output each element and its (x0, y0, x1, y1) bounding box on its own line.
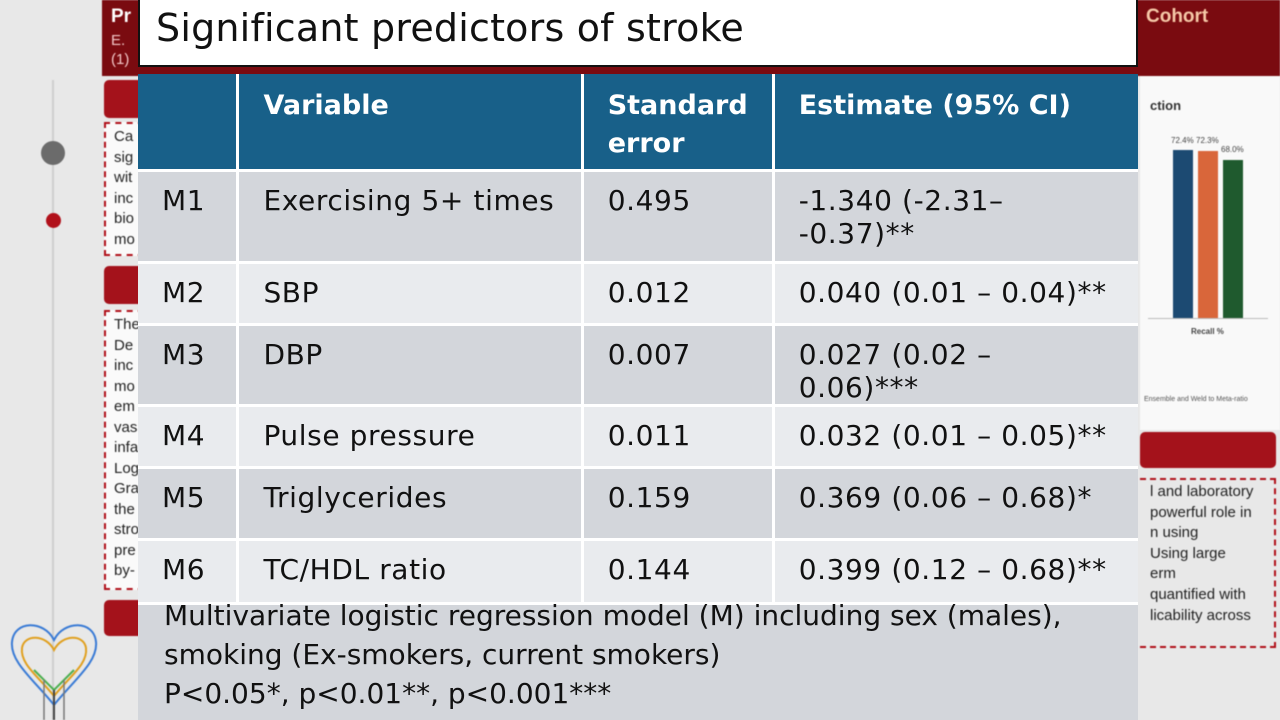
poster-text-line: powerful role in (1150, 503, 1252, 521)
slide-title: Significant predictors of stroke (156, 6, 744, 50)
poster-text-line: sig (114, 148, 134, 166)
table-row: M3 DBP 0.007 0.027 (0.02 – 0.06)*** (138, 322, 1138, 407)
cell-estimate: -1.340 (-2.31– -0.37)** (771, 168, 1138, 264)
slide-title-box: Significant predictors of stroke (138, 0, 1138, 67)
poster-author-fragment: E. (1) (111, 31, 129, 69)
poster-chart-caption: Ensemble and Weld to Meta-ratio (1144, 396, 1248, 403)
poster-text-line: l and laboratory (1150, 483, 1254, 500)
poster-text-line: stro (114, 521, 140, 538)
cell-variable: TC/HDL ratio (236, 537, 584, 605)
poster-text-line: vas (114, 418, 138, 436)
cell-estimate: 0.369 (0.06 – 0.68)* (771, 465, 1138, 541)
table-row: M6 TC/HDL ratio 0.144 0.399 (0.12 – 0.68… (138, 537, 1138, 605)
poster-text-line: by- (114, 562, 135, 579)
poster-section-tab (1140, 432, 1276, 468)
poster-text-line: quantified with (1150, 585, 1246, 603)
table-header-row: Variable Standard error Estimate (95% CI… (138, 74, 1138, 172)
cell-variable: DBP (236, 322, 584, 407)
poster-text-line: infa (114, 439, 139, 456)
cell-se: 0.007 (580, 322, 775, 407)
table-row: M5 Triglycerides 0.159 0.369 (0.06 – 0.6… (138, 465, 1138, 541)
poster-bar-label: 72.3% (1196, 136, 1219, 145)
header-standard-error: Standard error (580, 74, 775, 172)
predictors-table: Variable Standard error Estimate (95% CI… (138, 74, 1138, 605)
footnote-significance-legend: P<0.05*, p<0.01**, p<0.001*** (164, 677, 612, 710)
poster-left-text-1: Ca sig wit inc bio mo (104, 122, 144, 256)
table-footnote: Multivariate logistic regression model (… (164, 596, 1124, 713)
timeline-dot-active (46, 213, 61, 228)
poster-title-fragment: Pr (111, 6, 132, 27)
poster-right-section-title: ction (1150, 98, 1182, 113)
poster-section-tab (104, 80, 144, 118)
cell-se: 0.012 (580, 260, 775, 326)
poster-section-tab (104, 600, 144, 636)
poster-bar-label: 72.4% (1171, 136, 1194, 145)
poster-author-line-2: (1) (111, 51, 130, 68)
cell-variable: Triglycerides (236, 465, 584, 541)
results-table-panel: Variable Standard error Estimate (95% CI… (138, 74, 1138, 720)
timeline-line (52, 80, 54, 720)
poster-text-line: Using large (1150, 544, 1226, 562)
cell-model: M1 (138, 168, 240, 264)
timeline-dot (41, 141, 65, 165)
poster-bar-label: 68.0% (1221, 145, 1244, 154)
poster-text-line: wit (114, 169, 133, 186)
table-row: M2 SBP 0.012 0.040 (0.01 – 0.04)** (138, 260, 1138, 326)
cell-estimate: 0.032 (0.01 – 0.05)** (771, 403, 1138, 469)
poster-text-line: licability across (1150, 606, 1251, 624)
header-model (138, 74, 240, 172)
header-variable: Variable (236, 74, 584, 172)
poster-text-line: erm (1150, 565, 1176, 583)
poster-text-line: Log (114, 459, 140, 477)
poster-text-line: mo (114, 377, 135, 395)
cell-se: 0.159 (580, 465, 775, 541)
cell-model: M4 (138, 403, 240, 469)
cell-se: 0.144 (580, 537, 775, 605)
poster-text-line: the (114, 500, 135, 518)
header-estimate: Estimate (95% CI) (771, 74, 1138, 172)
cell-estimate: 0.040 (0.01 – 0.04)** (771, 260, 1138, 326)
poster-title-right-fragment: Cohort (1146, 6, 1209, 27)
cell-variable: SBP (236, 260, 584, 326)
cell-se: 0.011 (580, 403, 775, 469)
cell-model: M5 (138, 465, 240, 541)
cell-variable: Pulse pressure (236, 403, 584, 469)
poster-left-text-2: The De inc mo em vas infa Log Gra the st… (104, 310, 144, 590)
poster-chart-axis-label: Recall % (1191, 327, 1224, 336)
poster-bar (1223, 160, 1243, 318)
poster-right-text: l and laboratory powerful role in n usin… (1140, 478, 1276, 648)
heart-network-logo (10, 624, 98, 720)
cell-estimate: 0.027 (0.02 – 0.06)*** (771, 322, 1138, 407)
footnote-line-2: smoking (Ex-smokers, current smokers) (164, 638, 721, 671)
table-row: M1 Exercising 5+ times 0.495 -1.340 (-2.… (138, 168, 1138, 264)
poster-section-tab (104, 266, 144, 304)
poster-chart-axis (1148, 318, 1268, 319)
cell-model: M2 (138, 260, 240, 326)
cell-variable: Exercising 5+ times (236, 168, 584, 264)
poster-text-line: inc (114, 357, 134, 374)
poster-text-line: Ca (114, 128, 134, 145)
cell-se: 0.495 (580, 168, 775, 264)
poster-text-line: De (114, 336, 134, 354)
cell-model: M3 (138, 322, 240, 407)
poster-text-line: Gra (114, 480, 140, 497)
poster-text-line: em (114, 398, 135, 415)
poster-text-line: n using (1150, 524, 1199, 542)
poster-text-line: mo (114, 230, 135, 248)
footnote-line-1: Multivariate logistic regression model (… (164, 599, 1062, 632)
poster-text-line: The (114, 316, 140, 333)
table-row: M4 Pulse pressure 0.011 0.032 (0.01 – 0.… (138, 403, 1138, 469)
poster-text-line: bio (114, 210, 135, 227)
poster-bar (1198, 151, 1218, 318)
cell-estimate: 0.399 (0.12 – 0.68)** (771, 537, 1138, 605)
cell-model: M6 (138, 537, 240, 605)
poster-author-line-1: E. (111, 32, 126, 49)
poster-bar (1173, 150, 1193, 318)
poster-text-line: inc (114, 189, 134, 207)
poster-text-line: pre (114, 541, 136, 559)
